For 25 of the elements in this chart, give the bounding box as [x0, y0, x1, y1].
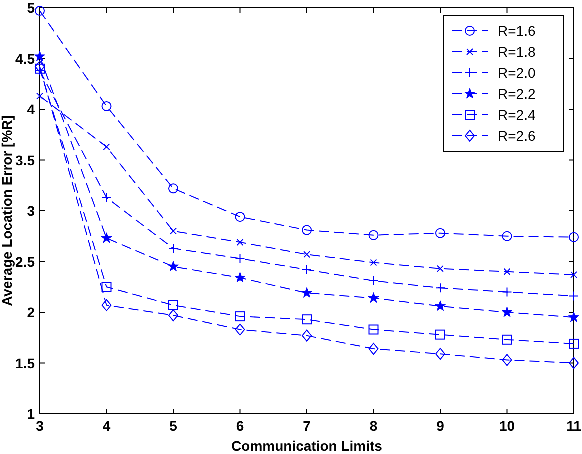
- y-tick-label: 4.5: [16, 50, 36, 67]
- x-tick-label: 5: [170, 418, 178, 434]
- y-tick-label: 5: [27, 0, 36, 16]
- legend-label: R=1.6: [498, 23, 536, 39]
- x-tick-label: 7: [303, 418, 312, 434]
- y-tick-label: 1: [27, 406, 36, 422]
- y-tick-label: 2: [27, 304, 36, 320]
- legend-label: R=2.2: [498, 86, 536, 102]
- y-tick-label: 3: [27, 203, 36, 219]
- legend-label: R=1.8: [498, 44, 536, 60]
- x-tick-label: 4: [102, 418, 111, 434]
- x-tick-label: 11: [566, 418, 582, 434]
- legend-label: R=2.6: [498, 128, 536, 144]
- legend-label: R=2.0: [498, 65, 536, 81]
- y-axis-title: Average Location Error [%R]: [0, 116, 15, 306]
- legend-label: R=2.4: [498, 107, 536, 123]
- x-tick-label: 6: [236, 418, 244, 434]
- y-tick-label: 2.5: [16, 254, 36, 270]
- x-tick-label: 9: [436, 418, 445, 434]
- y-tick-label: 1.5: [16, 355, 36, 372]
- x-tick-label: 8: [370, 418, 378, 434]
- x-tick-label: 10: [499, 418, 516, 434]
- y-tick-label: 3.5: [16, 152, 36, 168]
- x-axis-title: Communication Limits: [232, 438, 383, 454]
- y-tick-label: 4: [27, 102, 36, 118]
